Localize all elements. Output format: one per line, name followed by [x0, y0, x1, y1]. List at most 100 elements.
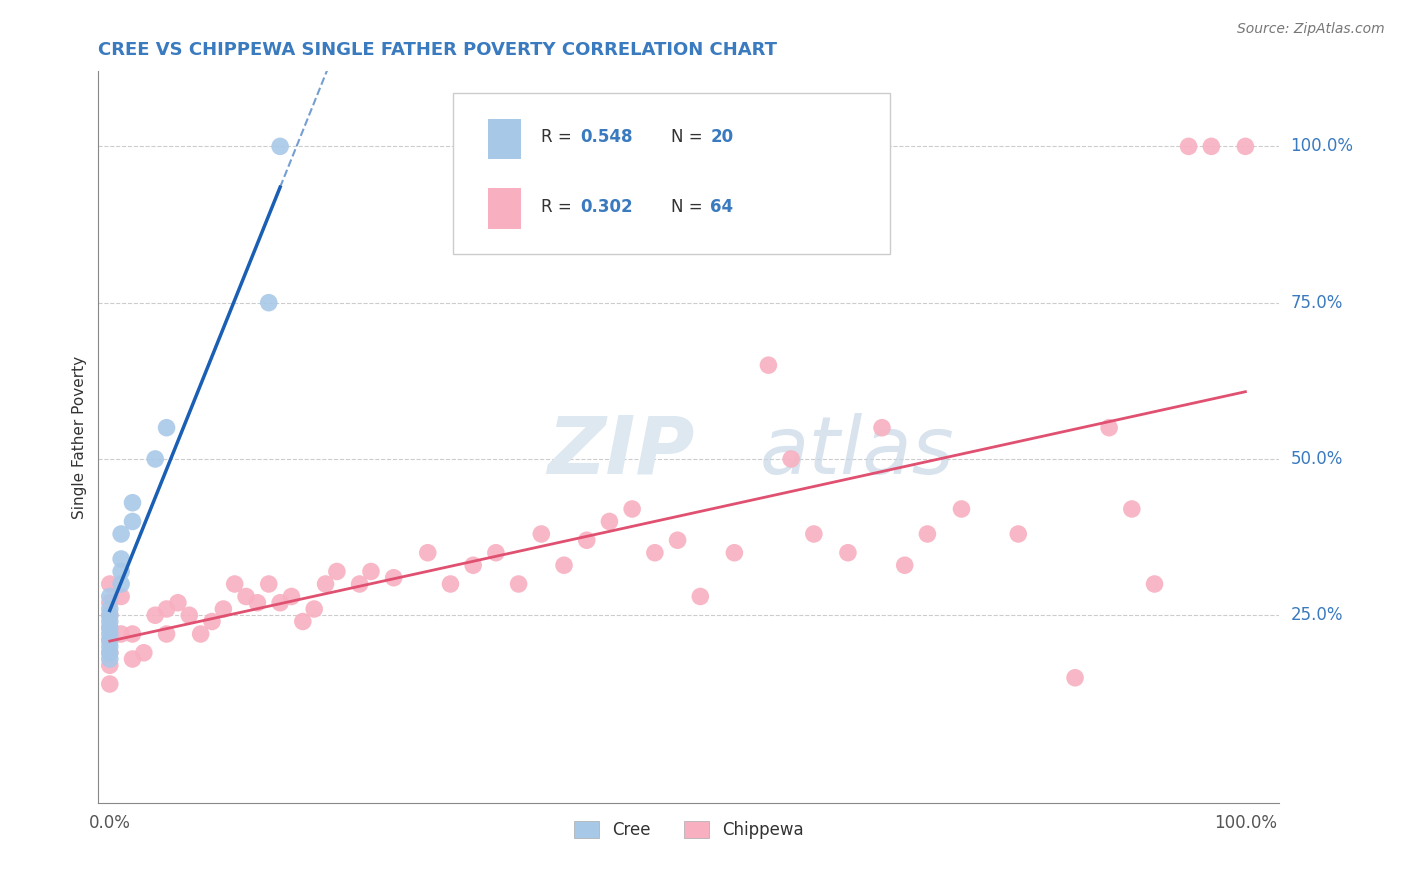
Point: [224, 577, 246, 591]
Text: N =: N =: [671, 198, 709, 216]
Point: [621, 502, 644, 516]
Point: [98, 621, 121, 635]
Text: 0.548: 0.548: [581, 128, 633, 146]
Point: [98, 615, 121, 629]
Point: [155, 627, 177, 641]
Point: [143, 452, 166, 467]
Point: [201, 615, 224, 629]
Point: [143, 608, 166, 623]
Text: Source: ZipAtlas.com: Source: ZipAtlas.com: [1237, 22, 1385, 37]
Point: [1177, 139, 1199, 153]
Point: [155, 420, 177, 434]
Point: [893, 558, 915, 573]
Text: 0.302: 0.302: [581, 198, 633, 216]
Point: [598, 515, 620, 529]
Point: [803, 527, 825, 541]
Point: [257, 577, 280, 591]
Point: [689, 590, 711, 604]
Y-axis label: Single Father Poverty: Single Father Poverty: [72, 356, 87, 518]
Point: [1143, 577, 1166, 591]
Point: [98, 608, 121, 623]
Text: CREE VS CHIPPEWA SINGLE FATHER POVERTY CORRELATION CHART: CREE VS CHIPPEWA SINGLE FATHER POVERTY C…: [98, 41, 778, 59]
Point: [439, 577, 461, 591]
Point: [110, 627, 132, 641]
Point: [1234, 139, 1257, 153]
Point: [98, 640, 121, 654]
Legend: Cree, Chippewa: Cree, Chippewa: [567, 814, 811, 846]
Point: [644, 546, 666, 560]
Point: [98, 633, 121, 648]
Point: [326, 565, 349, 579]
Point: [416, 546, 439, 560]
Point: [575, 533, 598, 548]
Point: [98, 596, 121, 610]
Point: [950, 502, 973, 516]
Point: [98, 590, 121, 604]
Point: [837, 546, 859, 560]
Point: [485, 546, 508, 560]
Point: [98, 633, 121, 648]
Point: [1121, 502, 1143, 516]
Point: [302, 602, 325, 616]
Point: [121, 627, 143, 641]
Point: [110, 590, 132, 604]
Point: [110, 565, 132, 579]
Point: [758, 358, 780, 372]
Point: [179, 608, 201, 623]
Text: atlas: atlas: [759, 413, 955, 491]
Point: [723, 546, 745, 560]
Point: [269, 139, 291, 153]
Point: [291, 615, 314, 629]
Text: R =: R =: [541, 198, 578, 216]
Point: [212, 602, 235, 616]
Point: [349, 577, 371, 591]
Text: 75.0%: 75.0%: [1291, 293, 1343, 311]
Point: [269, 596, 291, 610]
Point: [382, 571, 405, 585]
Point: [110, 552, 132, 566]
Point: [360, 565, 382, 579]
Point: [257, 295, 280, 310]
Point: [132, 646, 155, 660]
Point: [155, 602, 177, 616]
Text: 20: 20: [710, 128, 734, 146]
Text: 100.0%: 100.0%: [1291, 137, 1354, 155]
Point: [280, 590, 302, 604]
Point: [463, 558, 485, 573]
Point: [98, 608, 121, 623]
Point: [167, 596, 190, 610]
FancyBboxPatch shape: [488, 119, 522, 159]
Point: [121, 496, 143, 510]
Point: [530, 527, 553, 541]
Point: [98, 577, 121, 591]
Point: [98, 646, 121, 660]
FancyBboxPatch shape: [488, 188, 522, 228]
Point: [190, 627, 212, 641]
Point: [666, 533, 689, 548]
Text: R =: R =: [541, 128, 578, 146]
Text: ZIP: ZIP: [547, 413, 695, 491]
Point: [553, 558, 575, 573]
Point: [98, 677, 121, 691]
Point: [917, 527, 939, 541]
Point: [1064, 671, 1087, 685]
Text: 50.0%: 50.0%: [1291, 450, 1343, 468]
Point: [870, 420, 893, 434]
Point: [315, 577, 337, 591]
Point: [98, 652, 121, 666]
Point: [121, 652, 143, 666]
Text: N =: N =: [671, 128, 709, 146]
Point: [98, 646, 121, 660]
Text: 64: 64: [710, 198, 734, 216]
Point: [508, 577, 530, 591]
Point: [98, 602, 121, 616]
Point: [235, 590, 257, 604]
Point: [98, 658, 121, 673]
Text: 25.0%: 25.0%: [1291, 607, 1343, 624]
Point: [1007, 527, 1029, 541]
Point: [98, 627, 121, 641]
Point: [121, 515, 143, 529]
Point: [1201, 139, 1223, 153]
Point: [98, 621, 121, 635]
Point: [780, 452, 803, 467]
